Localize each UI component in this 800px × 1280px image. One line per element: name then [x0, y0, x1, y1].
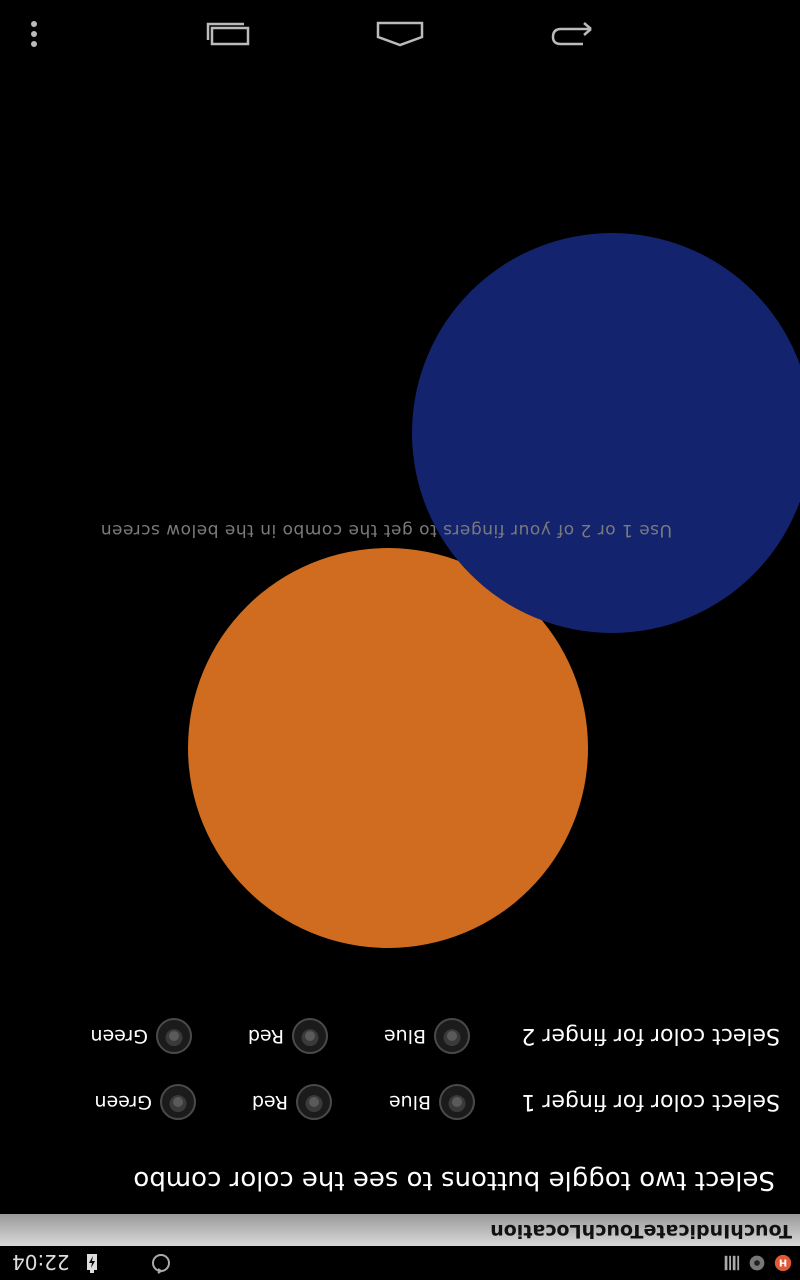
radio-button[interactable]	[156, 1018, 192, 1054]
action-bar: TouchIndicateTouchLocation	[0, 1214, 800, 1246]
home-icon	[376, 21, 424, 47]
clock: 22:04	[12, 1250, 70, 1274]
option-label: Green	[94, 1091, 152, 1113]
recent-apps-button[interactable]	[198, 16, 258, 52]
overflow-menu-button[interactable]	[4, 16, 64, 52]
home-button[interactable]	[370, 16, 430, 52]
finger1-label: Select color for finger 1	[521, 1089, 780, 1114]
radio-button[interactable]	[434, 1018, 470, 1054]
finger1-option-blue[interactable]: Blue	[355, 1080, 475, 1120]
finger2-option-red[interactable]: Red	[208, 1014, 328, 1054]
radio-button[interactable]	[292, 1018, 328, 1054]
option-label: Red	[247, 1025, 284, 1047]
sync-icon	[152, 1254, 170, 1274]
radio-button[interactable]	[296, 1084, 332, 1120]
option-label: Green	[90, 1025, 148, 1047]
gear-icon	[749, 1255, 765, 1271]
battery-charging-icon	[87, 1254, 97, 1273]
finger1-row: Select color for finger 1 Blue Red Green	[20, 1080, 780, 1120]
finger2-option-blue[interactable]: Blue	[350, 1014, 470, 1054]
touch-canvas[interactable]: Use 1 or 2 of your fingers to get the co…	[0, 90, 800, 950]
barcode-icon	[724, 1255, 740, 1271]
finger2-option-green[interactable]: Green	[62, 1014, 192, 1054]
radio-button[interactable]	[439, 1084, 475, 1120]
finger2-touch-circle	[412, 233, 800, 633]
page-heading: Select two toggle buttons to see the col…	[133, 1165, 775, 1195]
finger2-row: Select color for finger 2 Blue Red Green	[20, 1014, 780, 1054]
finger1-option-red[interactable]: Red	[212, 1080, 332, 1120]
option-label: Blue	[388, 1091, 431, 1113]
instruction-text: Use 1 or 2 of your fingers to get the co…	[100, 520, 672, 540]
status-bar: H 22:04	[0, 1246, 800, 1280]
app-title: TouchIndicateTouchLocation	[490, 1220, 792, 1242]
option-label: Red	[251, 1091, 288, 1113]
recent-apps-icon	[206, 22, 250, 46]
overflow-menu-icon	[31, 21, 37, 47]
finger2-label: Select color for finger 2	[521, 1023, 780, 1048]
finger1-option-green[interactable]: Green	[66, 1080, 196, 1120]
svg-text:H: H	[779, 1257, 787, 1268]
navigation-bar	[0, 0, 800, 68]
radio-button[interactable]	[160, 1084, 196, 1120]
app-h-icon: H	[774, 1254, 792, 1272]
finger1-touch-circle	[188, 548, 588, 948]
touch-circles	[188, 233, 800, 948]
option-label: Blue	[383, 1025, 426, 1047]
back-button[interactable]	[542, 16, 602, 52]
back-icon	[551, 22, 592, 46]
